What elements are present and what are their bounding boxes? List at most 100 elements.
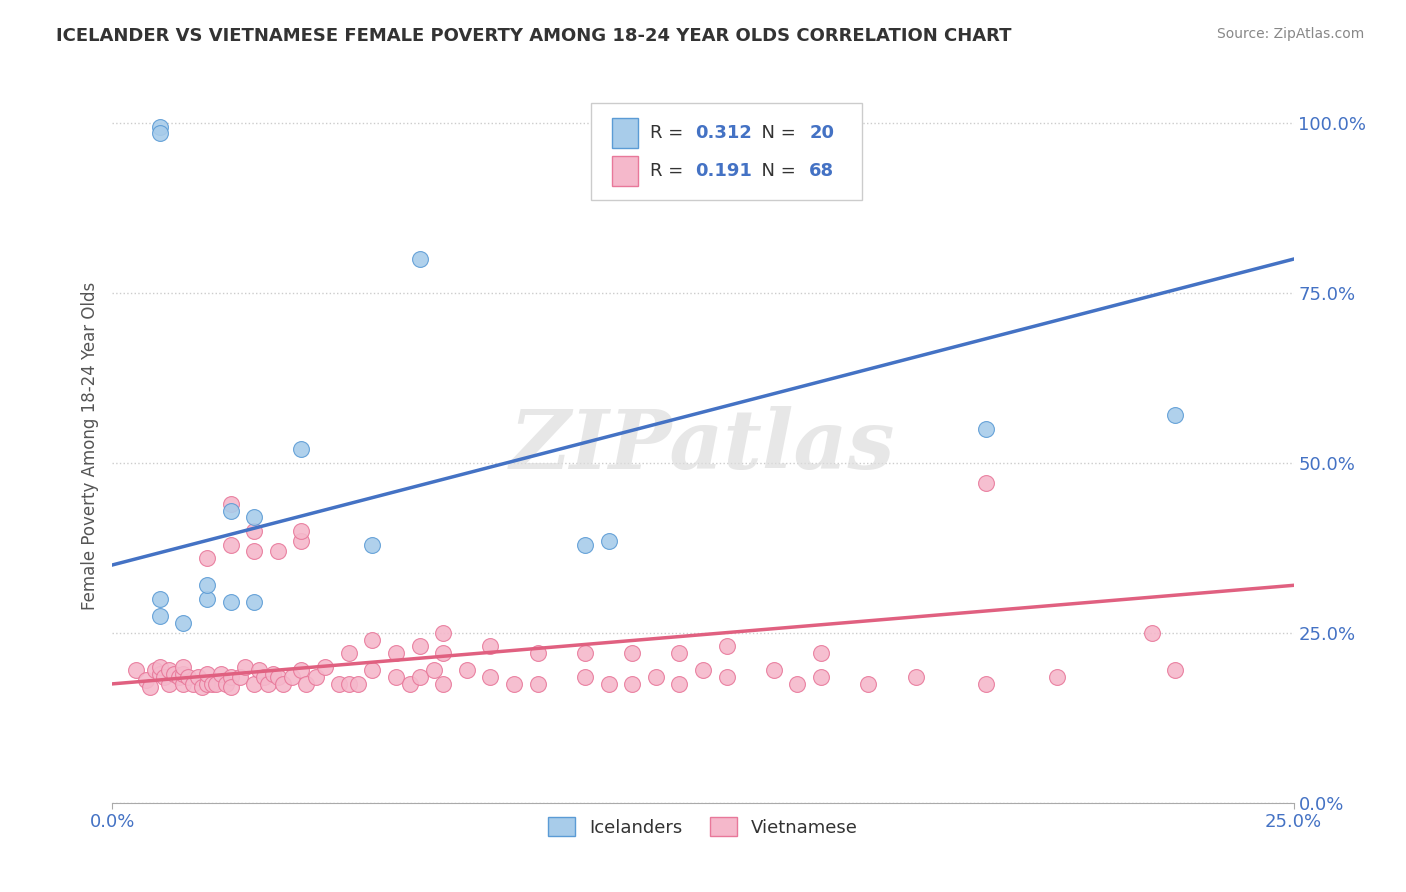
Point: [621, 646, 644, 660]
Point: [503, 677, 526, 691]
Point: [219, 497, 242, 511]
Point: [191, 680, 214, 694]
Point: [157, 663, 180, 677]
Text: 68: 68: [810, 161, 834, 179]
Point: [1140, 626, 1163, 640]
Point: [361, 663, 384, 677]
Point: [621, 677, 644, 691]
Text: Source: ZipAtlas.com: Source: ZipAtlas.com: [1216, 27, 1364, 41]
Point: [195, 591, 218, 606]
Point: [149, 608, 172, 623]
Point: [290, 663, 312, 677]
Point: [219, 595, 242, 609]
Point: [219, 670, 242, 684]
Point: [574, 646, 596, 660]
Point: [337, 646, 360, 660]
Point: [219, 537, 242, 551]
Point: [172, 666, 194, 681]
Point: [786, 677, 808, 691]
Point: [810, 670, 832, 684]
Point: [243, 524, 266, 538]
Point: [209, 666, 232, 681]
Point: [385, 646, 408, 660]
Point: [314, 660, 336, 674]
Point: [139, 680, 162, 694]
Point: [422, 663, 444, 677]
Point: [432, 626, 454, 640]
Point: [177, 670, 200, 684]
Point: [135, 673, 157, 688]
Point: [149, 660, 172, 674]
Point: [149, 120, 172, 134]
Point: [668, 646, 690, 660]
Point: [243, 595, 266, 609]
Point: [810, 646, 832, 660]
Point: [153, 670, 176, 684]
Point: [181, 677, 204, 691]
Point: [267, 544, 290, 558]
Point: [385, 670, 408, 684]
Text: 20: 20: [810, 124, 834, 142]
Text: 0.191: 0.191: [695, 161, 752, 179]
Point: [149, 127, 172, 141]
Legend: Icelanders, Vietnamese: Icelanders, Vietnamese: [541, 810, 865, 844]
Text: ZIPatlas: ZIPatlas: [510, 406, 896, 486]
Y-axis label: Female Poverty Among 18-24 Year Olds: Female Poverty Among 18-24 Year Olds: [80, 282, 98, 610]
Text: N =: N =: [751, 124, 801, 142]
Point: [262, 666, 284, 681]
Point: [347, 677, 370, 691]
Point: [243, 510, 266, 524]
Point: [195, 551, 218, 566]
Point: [858, 677, 880, 691]
Point: [219, 680, 242, 694]
Point: [172, 660, 194, 674]
Point: [526, 646, 548, 660]
Point: [243, 677, 266, 691]
Point: [574, 670, 596, 684]
Point: [479, 670, 502, 684]
Text: R =: R =: [650, 124, 689, 142]
Point: [157, 677, 180, 691]
Point: [267, 670, 290, 684]
FancyBboxPatch shape: [612, 155, 638, 186]
Point: [243, 544, 266, 558]
Point: [526, 677, 548, 691]
Point: [233, 660, 256, 674]
Point: [716, 670, 738, 684]
Point: [195, 578, 218, 592]
Point: [215, 677, 238, 691]
Point: [361, 537, 384, 551]
Point: [229, 670, 252, 684]
Point: [201, 677, 224, 691]
Point: [167, 670, 190, 684]
Point: [598, 534, 620, 549]
Point: [290, 442, 312, 457]
Point: [432, 646, 454, 660]
Text: 0.312: 0.312: [695, 124, 752, 142]
Text: N =: N =: [751, 161, 801, 179]
Point: [304, 670, 326, 684]
Point: [904, 670, 927, 684]
Point: [195, 666, 218, 681]
Text: ICELANDER VS VIETNAMESE FEMALE POVERTY AMONG 18-24 YEAR OLDS CORRELATION CHART: ICELANDER VS VIETNAMESE FEMALE POVERTY A…: [56, 27, 1012, 45]
Point: [408, 640, 430, 654]
Point: [361, 632, 384, 647]
Point: [295, 677, 318, 691]
Point: [195, 677, 218, 691]
FancyBboxPatch shape: [612, 118, 638, 148]
Point: [271, 677, 294, 691]
Point: [149, 591, 172, 606]
Point: [253, 670, 276, 684]
Point: [762, 663, 785, 677]
FancyBboxPatch shape: [591, 103, 862, 200]
Point: [125, 663, 148, 677]
Point: [1046, 670, 1069, 684]
Point: [247, 663, 270, 677]
Point: [257, 677, 280, 691]
Point: [337, 677, 360, 691]
Point: [205, 677, 228, 691]
Point: [172, 677, 194, 691]
Point: [163, 666, 186, 681]
Point: [716, 640, 738, 654]
Point: [456, 663, 478, 677]
